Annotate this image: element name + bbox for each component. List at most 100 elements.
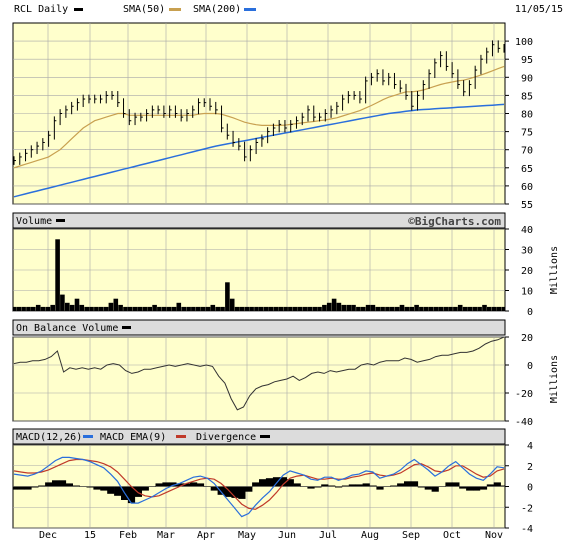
- volume-bar: [35, 304, 41, 311]
- volume-bar: [424, 306, 429, 311]
- x-tick-label: Jun: [278, 530, 296, 541]
- volume-bar: [336, 302, 342, 311]
- volume-bar: [229, 298, 235, 311]
- divergence-bar: [217, 486, 225, 495]
- volume-bar: [302, 306, 308, 311]
- volume-bar: [13, 306, 17, 311]
- price-ytick-label: 85: [521, 91, 533, 102]
- divergence-bar: [114, 486, 122, 496]
- volume-bar: [220, 306, 225, 311]
- volume-bar: [166, 306, 172, 311]
- macd-ytick-label: -4: [521, 524, 533, 535]
- divergence-bar: [141, 486, 149, 491]
- volume-bar: [283, 306, 288, 311]
- watermark: ©BigCharts.com: [408, 215, 501, 228]
- x-tick-label: Dec: [39, 530, 57, 541]
- volume-bar: [375, 306, 381, 311]
- volume-bar: [137, 306, 143, 311]
- volume-bar: [171, 306, 177, 311]
- volume-bar: [467, 306, 473, 311]
- macd-ytick-label: 2: [527, 462, 533, 473]
- divergence-bar: [100, 486, 108, 491]
- volume-bars: [13, 239, 505, 311]
- volume-bar: [491, 306, 497, 311]
- volume-bar: [84, 306, 89, 311]
- divergence-bar: [459, 486, 467, 489]
- volume-bar: [462, 306, 468, 311]
- price-ytick-label: 55: [521, 200, 533, 211]
- divergence-bar: [445, 482, 453, 487]
- volume-bar: [128, 306, 133, 311]
- volume-bar: [191, 306, 196, 311]
- volume-bar: [404, 306, 410, 311]
- divergence-bar: [369, 485, 377, 487]
- volume-ytick-label: 0: [527, 307, 533, 318]
- x-tick-label: Apr: [197, 530, 215, 541]
- volume-title: Volume: [16, 216, 52, 227]
- volume-title-band: [12, 212, 506, 229]
- divergence-bar: [224, 486, 232, 497]
- obv-series-line: [13, 337, 505, 411]
- volume-bar: [244, 306, 250, 311]
- divergence-bar: [24, 486, 32, 490]
- divergence-bar: [162, 482, 170, 487]
- divergence-bar: [190, 482, 198, 487]
- volume-bar: [259, 306, 264, 311]
- divergence-label: Divergence: [196, 432, 256, 443]
- divergence-bar: [335, 486, 343, 488]
- volume-bar: [482, 304, 487, 311]
- volume-bar: [108, 302, 114, 311]
- volume-ytick-label: 10: [521, 287, 533, 298]
- x-tick-label: Oct: [443, 530, 461, 541]
- volume-bar: [147, 306, 152, 311]
- obv-title-band: [12, 319, 506, 336]
- volume-bar: [113, 298, 119, 311]
- macd-ema-legend-swatch: [176, 435, 186, 438]
- volume-bar: [210, 304, 216, 311]
- volume-bar: [317, 306, 322, 311]
- divergence-bar: [196, 483, 205, 487]
- price-legend-swatch: [74, 8, 83, 11]
- volume-bar: [409, 306, 414, 311]
- divergence-bar: [93, 486, 101, 490]
- volume-bar: [254, 306, 259, 311]
- macd-y-axis: 4 2 0 -2 -4: [505, 441, 533, 535]
- volume-bar: [74, 298, 80, 311]
- volume-ytick-label: 30: [521, 246, 533, 257]
- divergence-bar: [183, 483, 191, 487]
- ticker-label: RCL Daily: [14, 4, 68, 15]
- volume-ytick-label: 20: [521, 266, 533, 277]
- divergence-bar: [58, 480, 67, 487]
- volume-bar: [496, 306, 502, 311]
- volume-bar: [428, 306, 434, 311]
- divergence-bar: [259, 479, 267, 487]
- volume-bar: [414, 304, 419, 311]
- price-ytick-label: 70: [521, 146, 533, 157]
- obv-y-axis: 20 0 -20 -40: [505, 333, 533, 428]
- volume-bar: [385, 306, 390, 311]
- divergence-bar: [52, 480, 60, 487]
- divergence-bar: [86, 486, 94, 488]
- macd-ema-series-line: [13, 458, 505, 510]
- obv-legend-swatch: [122, 326, 131, 329]
- volume-bar: [21, 306, 26, 311]
- divergence-bar: [279, 477, 287, 487]
- volume-bar: [351, 304, 356, 311]
- volume-bar: [215, 306, 220, 311]
- volume-bar: [186, 306, 191, 311]
- divergence-bar: [307, 486, 315, 489]
- volume-bar: [16, 306, 21, 311]
- divergence-bar: [286, 479, 294, 487]
- volume-bar: [152, 304, 157, 311]
- price-ytick-label: 100: [515, 37, 533, 48]
- divergence-bar: [203, 486, 211, 487]
- volume-bar: [123, 306, 128, 311]
- divergence-bar: [31, 486, 39, 488]
- divergence-bar: [500, 485, 505, 487]
- price-gridlines: [13, 23, 505, 205]
- volume-ytick-label: 40: [521, 225, 533, 236]
- divergence-bar: [452, 482, 460, 487]
- divergence-bar: [390, 485, 398, 487]
- obv-gridlines: [13, 336, 505, 422]
